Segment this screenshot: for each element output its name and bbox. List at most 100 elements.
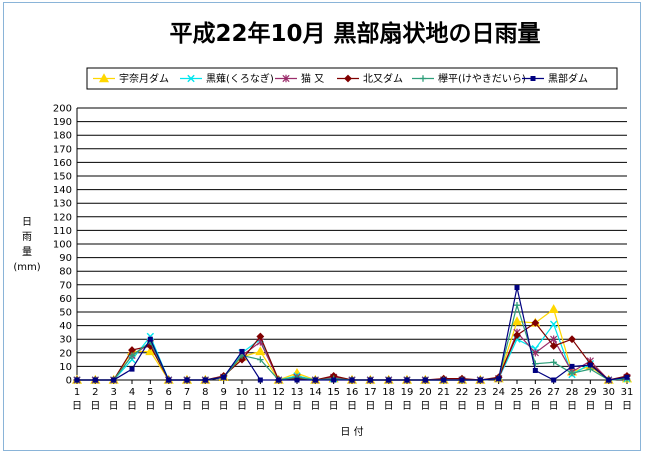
x-tick-label: 22 日 [456, 387, 469, 412]
data-point [441, 377, 447, 383]
data-point [532, 360, 539, 367]
y-tick-label: 120 [53, 212, 72, 223]
y-tick-label: 60 [59, 294, 72, 305]
y-tick-label: 140 [53, 185, 72, 196]
y-tick-label: 80 [59, 267, 72, 278]
legend-label: 欅平(けやきだいら) [438, 73, 526, 85]
data-point [422, 377, 428, 383]
data-point [312, 377, 318, 383]
x-tick-label: 15 日 [327, 387, 340, 412]
data-point [386, 377, 392, 383]
x-tick-label: 25 日 [511, 387, 524, 412]
data-point [239, 348, 245, 354]
y-tick-label: 100 [53, 240, 72, 251]
legend-item: 欅平(けやきだいら) [412, 73, 526, 85]
y-tick-label: 180 [53, 131, 72, 142]
data-point [128, 352, 136, 359]
series-line [77, 322, 628, 381]
y-tick-label: 160 [53, 158, 72, 169]
legend-item: 黒部ダム [522, 72, 588, 85]
data-point [549, 342, 558, 350]
data-point [568, 370, 576, 377]
data-point [349, 377, 355, 383]
legend-item: 宇奈月ダム [93, 72, 169, 85]
data-point [532, 367, 538, 373]
y-tick-label: 190 [53, 117, 72, 128]
y-tick-label: 20 [59, 348, 72, 359]
data-point [569, 363, 575, 369]
legend-marker [98, 73, 110, 83]
legend-label: 黒部ダム [548, 72, 588, 85]
y-tick-label: 130 [53, 199, 72, 210]
legend-label: 猫 又 [301, 72, 324, 85]
data-point [92, 377, 98, 383]
data-point [477, 377, 483, 383]
data-point [624, 374, 630, 380]
y-tick-label: 170 [53, 144, 72, 155]
data-point [166, 377, 172, 383]
data-point [606, 377, 612, 383]
data-point [74, 377, 80, 383]
data-point [184, 377, 190, 383]
data-point [550, 359, 557, 366]
x-tick-label: 30 日 [602, 387, 615, 412]
y-tick-label: 40 [59, 321, 72, 332]
legend-item: 北又ダム [337, 72, 403, 85]
data-point [550, 335, 558, 343]
data-point [255, 346, 266, 356]
y-tick-label: 10 [59, 362, 72, 373]
x-tick-label: 18 日 [382, 387, 395, 412]
legend-marker [344, 74, 352, 83]
data-point [551, 377, 557, 383]
series-line [77, 322, 628, 381]
data-point [548, 304, 559, 313]
plot-area: 0 10 20 30 40 50 60 70 80 90 100 110 120 130 140 150 160… [53, 104, 633, 413]
legend-marker [187, 74, 195, 83]
data-point [111, 377, 117, 383]
data-point [331, 377, 337, 383]
y-axis-label-line: (mm) [13, 262, 40, 273]
y-tick-label: 30 [59, 335, 72, 346]
y-axis-label-line: 量 [22, 246, 32, 258]
data-point [257, 356, 264, 363]
x-tick-label: 23 日 [474, 387, 487, 412]
legend-label: 黒薙(くろなぎ) [206, 72, 274, 85]
data-point [276, 377, 282, 383]
x-tick-label: 13 日 [291, 387, 304, 412]
data-point [587, 362, 593, 368]
y-tick-label: 150 [53, 172, 72, 183]
legend-item: 猫 又 [275, 72, 324, 85]
legend-marker [530, 76, 536, 81]
x-tick-label: 16 日 [346, 387, 359, 412]
x-tick-label: 26 日 [529, 387, 542, 412]
legend: 宇奈月ダム 黒薙(くろなぎ) 猫 又 北又ダム 欅平(けやきだいら) 黒部ダム [86, 67, 618, 90]
data-point [568, 335, 576, 344]
data-point [367, 377, 373, 383]
data-point [129, 366, 135, 372]
data-point [513, 331, 521, 340]
x-tick-label: 17 日 [364, 387, 377, 412]
y-axis-label: 日雨量 (mm) [13, 217, 40, 273]
series-2 [73, 320, 631, 384]
y-axis-label-line: 雨 [22, 232, 32, 243]
data-point [257, 377, 263, 383]
x-tick-label: 20 日 [419, 387, 432, 412]
legend-marker [419, 75, 427, 82]
x-tick-label: 19 日 [401, 387, 414, 412]
data-point [514, 285, 520, 291]
legend-marker [282, 74, 290, 83]
x-axis-label: 日 付 [340, 425, 363, 438]
x-tick-label: 29 日 [584, 387, 597, 412]
legend-label: 宇奈月ダム [119, 72, 169, 85]
y-tick-label: 90 [59, 253, 72, 264]
legend-label: 北又ダム [363, 72, 403, 85]
y-tick-label: 50 [59, 308, 72, 319]
